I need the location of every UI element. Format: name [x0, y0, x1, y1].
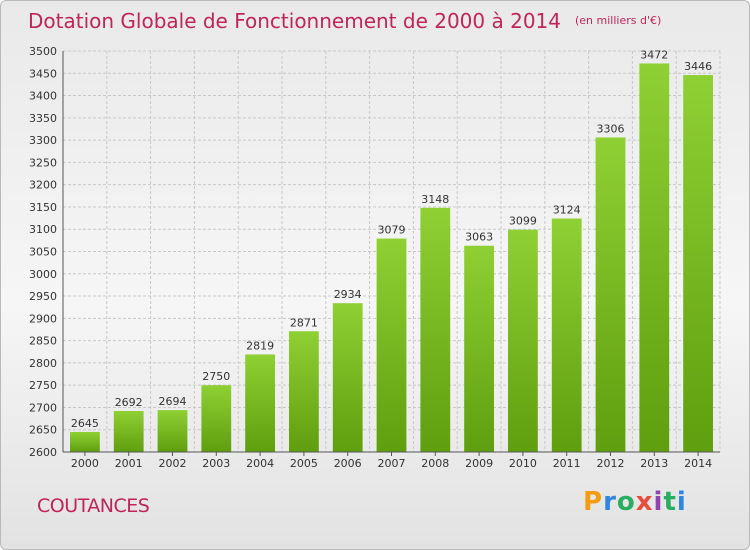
bar-2014: [683, 75, 713, 452]
bar-2004: [245, 354, 275, 452]
y-tick-label: 2900: [29, 312, 57, 325]
value-label: 3446: [684, 60, 712, 73]
logo-letter: P: [583, 487, 604, 517]
chart-title: Dotation Globale de Fonctionnement de 20…: [28, 9, 661, 33]
y-tick-label: 2950: [29, 290, 57, 303]
y-tick-label: 2600: [29, 446, 57, 459]
y-tick-label: 2750: [29, 379, 57, 392]
value-label: 2692: [115, 396, 143, 409]
x-tick-label: 2005: [290, 457, 318, 470]
y-tick-label: 3050: [29, 246, 57, 259]
city-label: COUTANCES: [37, 495, 150, 517]
y-tick-label: 2700: [29, 401, 57, 414]
logo-letter: x: [635, 487, 654, 517]
bar-2001: [113, 411, 144, 452]
x-tick-label: 2006: [334, 457, 362, 470]
value-label: 2645: [71, 417, 99, 430]
proxiti-logo: Proxiti: [583, 487, 687, 517]
x-tick-label: 2011: [553, 457, 581, 470]
title-text: Dotation Globale de Fonctionnement de 20…: [28, 9, 561, 33]
x-tick-label: 2000: [71, 457, 99, 470]
y-tick-label: 3000: [29, 268, 57, 281]
y-tick-label: 3400: [29, 90, 57, 103]
y-tick-label: 3300: [29, 134, 57, 147]
y-tick-label: 2650: [29, 424, 57, 437]
y-tick-label: 3100: [29, 223, 57, 236]
y-tick-label: 3150: [29, 201, 57, 214]
value-label: 3099: [509, 215, 537, 228]
x-tick-label: 2012: [597, 457, 625, 470]
value-label: 3148: [421, 193, 449, 206]
y-tick-label: 2800: [29, 357, 57, 370]
value-label: 3472: [640, 48, 668, 61]
logo-letter: i: [676, 487, 687, 517]
y-tick-label: 3200: [29, 179, 57, 192]
value-label: 2750: [202, 370, 230, 383]
y-tick-label: 3250: [29, 156, 57, 169]
bar-2005: [289, 331, 319, 452]
logo-letter: r: [603, 487, 617, 517]
value-label: 3079: [378, 224, 406, 237]
x-tick-label: 2003: [202, 457, 230, 470]
x-tick-label: 2004: [246, 457, 274, 470]
value-label: 3063: [465, 231, 493, 244]
x-tick-label: 2013: [640, 457, 668, 470]
bar-2007: [376, 238, 407, 452]
x-tick-label: 2010: [509, 457, 537, 470]
unit-label: (en milliers d'€): [575, 14, 662, 27]
value-label: 3124: [553, 204, 581, 217]
bar-2010: [508, 229, 538, 452]
x-tick-label: 2014: [684, 457, 712, 470]
x-tick-label: 2002: [159, 457, 187, 470]
logo-letter: o: [616, 487, 636, 517]
x-tick-label: 2001: [115, 457, 143, 470]
bars: 2645 2692 2694 2750 2819 2871 2934 3079 3148 3063…: [70, 48, 713, 452]
bar-2002: [157, 410, 188, 452]
value-label: 2694: [159, 395, 187, 408]
y-tick-label: 3350: [29, 112, 57, 125]
bar-2009: [464, 245, 494, 452]
y-tick-label: 3450: [29, 67, 57, 80]
logo-letter: i: [653, 487, 664, 517]
value-label: 2871: [290, 316, 318, 329]
bar-2013: [639, 63, 670, 452]
y-tick-label: 2850: [29, 335, 57, 348]
x-tick-label: 2009: [465, 457, 493, 470]
bar-2008: [420, 207, 451, 452]
bar-2011: [551, 218, 582, 452]
logo-letter: t: [663, 487, 677, 517]
y-tick-label: 3500: [29, 45, 57, 58]
axes: 2600 2650 2700 2750 2800 2850 2900 2950 3000 3050…: [29, 45, 720, 470]
bar-2000: [70, 431, 100, 452]
value-label: 3306: [597, 122, 625, 135]
value-label: 2819: [246, 339, 274, 352]
bar-2006: [332, 303, 363, 452]
bar-2012: [595, 137, 626, 452]
value-label: 2934: [334, 288, 362, 301]
x-tick-label: 2007: [378, 457, 406, 470]
x-tick-label: 2008: [421, 457, 449, 470]
bar-2003: [201, 385, 232, 452]
